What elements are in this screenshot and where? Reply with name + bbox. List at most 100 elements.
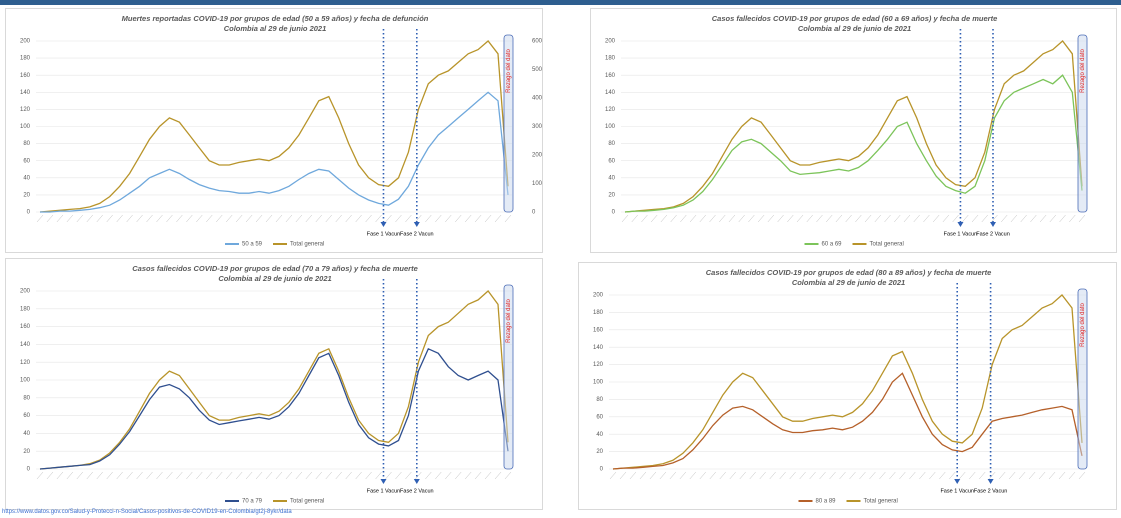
x-tick-stub: [385, 471, 392, 480]
x-tick-stub: [345, 214, 352, 223]
x-tick-stub: [874, 214, 881, 223]
x-tick-stub: [1059, 214, 1066, 223]
y-tick-label: 60: [23, 413, 30, 419]
x-tick-stub: [335, 471, 342, 480]
x-tick-stub: [989, 471, 996, 480]
x-tick-stub: [1048, 471, 1056, 480]
legend: 50 a 59 Total general: [225, 242, 324, 248]
y-tick-label: 160: [593, 327, 604, 333]
x-tick-stub: [365, 471, 372, 480]
x-tick-stub: [464, 471, 472, 480]
legend: 70 a 79 Total general: [225, 499, 324, 505]
y-tick-label: 80: [608, 141, 615, 147]
x-tick-stub: [699, 214, 706, 223]
x-tick-stub: [295, 214, 303, 223]
source-link[interactable]: https://www.datos.gov.co/Salud-y-Protecc…: [2, 509, 292, 515]
x-tick-stub: [474, 471, 482, 480]
chart-subtitle: Colombia al 29 de junio 2021: [224, 24, 327, 33]
y-tick-label: 180: [20, 306, 31, 312]
x-tick-stub: [464, 214, 472, 223]
x-tick-stub: [86, 214, 93, 223]
x-tick-stub: [769, 471, 776, 480]
y-tick-label: 20: [596, 449, 603, 455]
y-tick-label: 200: [20, 39, 31, 45]
x-tick-stub: [275, 471, 283, 480]
x-tick-stub: [650, 214, 658, 223]
x-tick-stub: [345, 471, 352, 480]
x-tick-stub: [1038, 471, 1046, 480]
y-tick-label: 200: [605, 39, 616, 45]
lag-box: [1077, 288, 1088, 470]
x-tick-stub: [126, 471, 133, 480]
x-tick-stub: [796, 214, 804, 223]
x-tick-stub: [669, 471, 677, 480]
x-tick-stub: [859, 471, 866, 480]
chart-title: Casos fallecidos COVID-19 por grupos de …: [712, 14, 998, 23]
x-tick-stub: [609, 471, 617, 480]
y-tick-label: 0: [27, 210, 31, 216]
x-tick-stub: [96, 214, 103, 223]
lag-label: Rezago del dato: [1080, 302, 1086, 346]
x-tick-stub: [659, 471, 667, 480]
x-tick-stub: [315, 214, 322, 223]
x-tick-stub: [186, 214, 193, 223]
x-tick-stub: [728, 214, 736, 223]
x-tick-stub: [36, 214, 44, 223]
x-tick-stub: [719, 471, 726, 480]
x-tick-stub: [942, 214, 950, 223]
y-tick-label: 60: [23, 158, 30, 164]
x-tick-stub: [1028, 471, 1036, 480]
series-line: [39, 40, 509, 213]
x-tick-stub: [777, 214, 784, 223]
x-tick-stub: [932, 214, 940, 223]
y-tick-label: 20: [23, 449, 30, 455]
chart-subtitle: Colombia al 29 de junio de 2021: [792, 278, 905, 287]
legend-label: 70 a 79: [242, 499, 263, 505]
x-tick-stub: [864, 214, 872, 223]
phase-arrow: [990, 222, 996, 227]
x-tick-stub: [136, 214, 143, 223]
x-tick-stub: [36, 471, 44, 480]
x-tick-stub: [196, 214, 203, 223]
x-tick-stub: [894, 214, 901, 223]
x-tick-stub: [939, 471, 946, 480]
phase-label: Fase 1 Vacun: [940, 488, 974, 494]
chart: Muertes reportadas COVID-19 por grupos d…: [5, 8, 543, 253]
x-tick-stub: [415, 214, 422, 223]
x-tick-stub: [335, 214, 342, 223]
x-tick-stub: [819, 471, 826, 480]
x-tick-stub: [425, 214, 432, 223]
x-tick-stub: [435, 214, 442, 223]
y-tick-label: 140: [593, 345, 604, 351]
y-tick-label: 120: [20, 107, 31, 113]
x-tick-stub: [719, 214, 726, 223]
series-line: [612, 294, 1083, 470]
x-tick-stub: [245, 214, 253, 223]
y-tick-label: 140: [605, 90, 616, 96]
x-tick-stub: [1030, 214, 1037, 223]
x-tick-stub: [106, 471, 113, 480]
y-tick-label: 40: [608, 175, 615, 181]
x-tick-stub: [504, 214, 512, 223]
y-tick-label: 0: [27, 467, 31, 473]
x-tick-stub: [415, 471, 422, 480]
x-tick-stub: [998, 471, 1006, 480]
x-tick-stub: [757, 214, 765, 223]
phase-arrow: [413, 479, 420, 484]
x-tick-stub: [455, 471, 462, 480]
x-tick-stub: [621, 214, 629, 223]
x-tick-stub: [235, 471, 243, 480]
x-tick-stub: [375, 471, 382, 480]
x-tick-stub: [903, 214, 911, 223]
x-tick-stub: [787, 214, 794, 223]
x-tick-stub: [835, 214, 843, 223]
y-tick-label: 200: [593, 293, 604, 299]
legend-label: Total general: [290, 499, 324, 505]
y2-tick-label: 100: [532, 181, 543, 187]
x-tick-stub: [649, 471, 657, 480]
x-tick-stub: [76, 471, 84, 480]
x-tick-stub: [789, 471, 796, 480]
x-tick-stub: [738, 214, 745, 223]
y-tick-label: 120: [605, 107, 616, 113]
